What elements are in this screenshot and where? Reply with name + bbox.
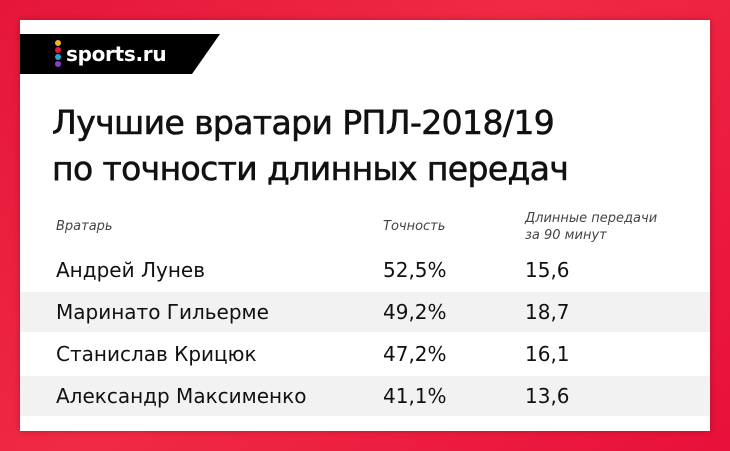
column-header-goalkeeper: Вратарь [56,219,113,234]
infographic-card: sports.ru Лучшие вратари РПЛ-2018/19 по … [20,20,710,431]
long-passes-value: 13,6 [525,384,570,408]
accuracy-value: 52,5% [383,258,447,282]
table-row: Станислав Крицюк 47,2% 16,1 [20,334,710,374]
sports-ru-logo[interactable]: sports.ru [20,34,220,74]
goalkeeper-name: Андрей Лунев [56,258,205,282]
table-row: Андрей Лунев 52,5% 15,6 [20,250,710,290]
title-line-1: Лучшие вратари РПЛ-2018/19 [52,103,555,143]
column-header-long-passes-line1: Длинные передачи [525,211,658,226]
logo-dots-icon [54,40,62,68]
long-passes-value: 18,7 [525,300,570,324]
logo-text: sports.ru [66,42,167,66]
title-line-2: по точности длинных передач [52,149,569,189]
accuracy-value: 47,2% [383,342,447,366]
table-row: Александр Максименко 41,1% 13,6 [20,376,710,416]
column-header-long-passes-line2: за 90 минут [525,228,607,243]
page-title: Лучшие вратари РПЛ-2018/19 по точности д… [52,100,569,192]
goalkeeper-name: Станислав Крицюк [56,342,257,366]
long-passes-value: 16,1 [525,342,570,366]
column-header-accuracy: Точность [383,219,446,234]
accuracy-value: 49,2% [383,300,447,324]
accuracy-value: 41,1% [383,384,447,408]
goalkeeper-name: Александр Максименко [56,384,307,408]
table-row: Маринато Гильерме 49,2% 18,7 [20,292,710,332]
long-passes-value: 15,6 [525,258,570,282]
goalkeeper-name: Маринато Гильерме [56,300,269,324]
column-header-long-passes: Длинные передачи за 90 минут [525,210,657,244]
